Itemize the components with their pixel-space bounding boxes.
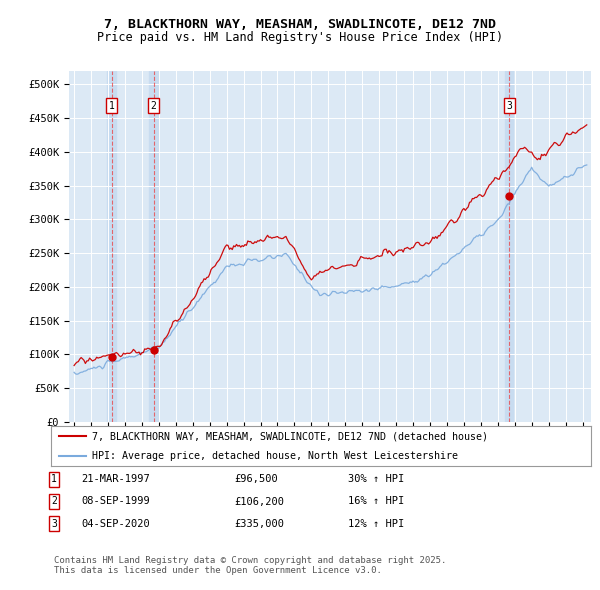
Text: 30% ↑ HPI: 30% ↑ HPI bbox=[348, 474, 404, 484]
Text: Contains HM Land Registry data © Crown copyright and database right 2025.
This d: Contains HM Land Registry data © Crown c… bbox=[54, 556, 446, 575]
Text: 1: 1 bbox=[109, 101, 115, 111]
Text: 08-SEP-1999: 08-SEP-1999 bbox=[81, 497, 150, 506]
Text: HPI: Average price, detached house, North West Leicestershire: HPI: Average price, detached house, Nort… bbox=[91, 451, 458, 461]
Text: 3: 3 bbox=[51, 519, 57, 529]
Text: £96,500: £96,500 bbox=[234, 474, 278, 484]
Text: 3: 3 bbox=[506, 101, 512, 111]
Text: 16% ↑ HPI: 16% ↑ HPI bbox=[348, 497, 404, 506]
Text: 12% ↑ HPI: 12% ↑ HPI bbox=[348, 519, 404, 529]
Bar bbox=[107, 71, 116, 422]
Bar bbox=[505, 71, 514, 422]
Text: 7, BLACKTHORN WAY, MEASHAM, SWADLINCOTE, DE12 7ND: 7, BLACKTHORN WAY, MEASHAM, SWADLINCOTE,… bbox=[104, 18, 496, 31]
Text: 2: 2 bbox=[151, 101, 157, 111]
Text: 04-SEP-2020: 04-SEP-2020 bbox=[81, 519, 150, 529]
Text: 2: 2 bbox=[51, 497, 57, 506]
Text: Price paid vs. HM Land Registry's House Price Index (HPI): Price paid vs. HM Land Registry's House … bbox=[97, 31, 503, 44]
Text: £335,000: £335,000 bbox=[234, 519, 284, 529]
Text: £106,200: £106,200 bbox=[234, 497, 284, 506]
Text: 7, BLACKTHORN WAY, MEASHAM, SWADLINCOTE, DE12 7ND (detached house): 7, BLACKTHORN WAY, MEASHAM, SWADLINCOTE,… bbox=[91, 431, 487, 441]
Bar bbox=[149, 71, 158, 422]
Text: 1: 1 bbox=[51, 474, 57, 484]
Text: 21-MAR-1997: 21-MAR-1997 bbox=[81, 474, 150, 484]
